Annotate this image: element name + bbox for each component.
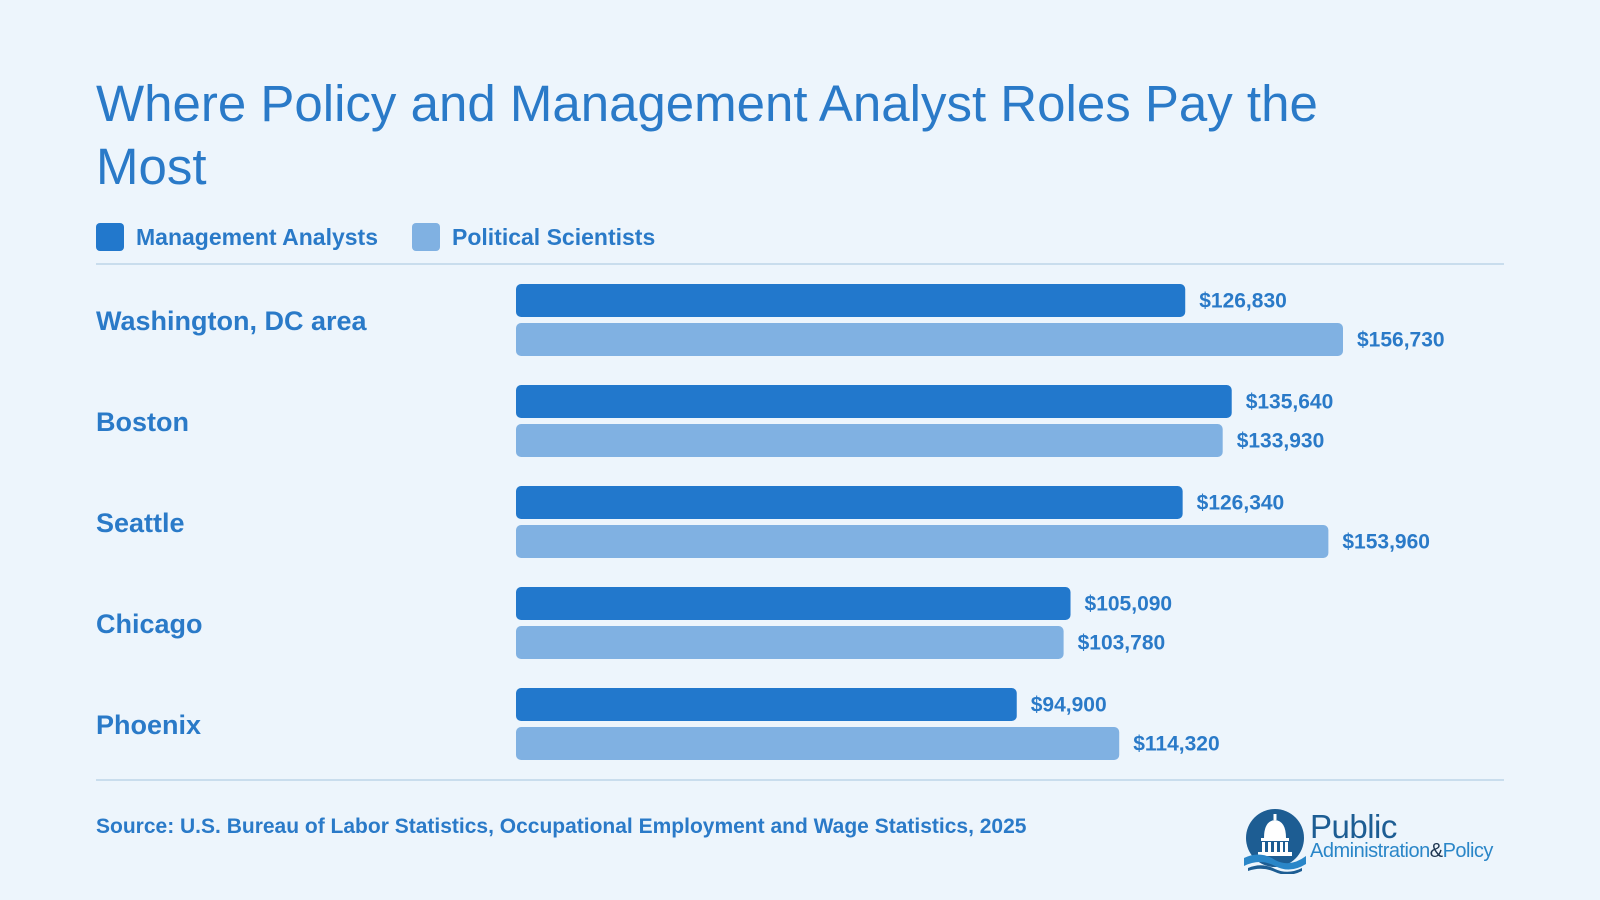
- value-label-political-scientists-chicago: $103,780: [1078, 632, 1166, 655]
- value-label-management-analysts-boston: $135,640: [1246, 391, 1334, 414]
- logo-text-policy: Policy: [1442, 840, 1494, 862]
- bar-management-analysts-chicago: [516, 587, 1071, 620]
- capitol-dome-icon: [1244, 809, 1306, 874]
- value-label-management-analysts-washington-dc-area: $126,830: [1199, 290, 1287, 313]
- legend-item-management-analysts: Management Analysts: [96, 223, 378, 251]
- category-label-phoenix: Phoenix: [96, 710, 201, 740]
- category-label-boston: Boston: [96, 407, 189, 437]
- bar-political-scientists-washington-dc-area: [516, 323, 1343, 356]
- bar-management-analysts-washington-dc-area: [516, 284, 1186, 317]
- bar-political-scientists-phoenix: [516, 727, 1120, 760]
- bar-political-scientists-seattle: [516, 525, 1329, 558]
- value-label-management-analysts-chicago: $105,090: [1085, 593, 1173, 616]
- publisher-logo: Public Administration&Policy: [1242, 808, 1512, 874]
- category-label-chicago: Chicago: [96, 609, 203, 639]
- value-label-management-analysts-seattle: $126,340: [1197, 492, 1285, 515]
- value-label-management-analysts-phoenix: $94,900: [1031, 694, 1107, 717]
- category-label-seattle: Seattle: [96, 508, 185, 538]
- bar-management-analysts-phoenix: [516, 688, 1017, 721]
- value-label-political-scientists-seattle: $153,960: [1342, 531, 1430, 554]
- value-label-political-scientists-washington-dc-area: $156,730: [1357, 329, 1445, 352]
- bar-political-scientists-boston: [516, 424, 1223, 457]
- bar-management-analysts-seattle: [516, 486, 1183, 519]
- legend: Management Analysts Political Scientists: [96, 222, 689, 252]
- logo-text-public: Public: [1310, 808, 1397, 845]
- top-divider: [96, 263, 1504, 265]
- logo-text-administration: Administration: [1310, 840, 1430, 862]
- legend-label: Political Scientists: [452, 223, 656, 250]
- bar-political-scientists-chicago: [516, 626, 1064, 659]
- legend-item-political-scientists: Political Scientists: [412, 223, 655, 251]
- chart-title: Where Policy and Management Analyst Role…: [96, 75, 1318, 195]
- value-label-political-scientists-boston: $133,930: [1237, 430, 1325, 453]
- value-label-political-scientists-phoenix: $114,320: [1133, 733, 1219, 756]
- legend-swatch-political-scientists: [412, 223, 440, 251]
- source-note: Source: U.S. Bureau of Labor Statistics,…: [96, 815, 1027, 838]
- legend-label: Management Analysts: [136, 223, 378, 250]
- legend-swatch-management-analysts: [96, 223, 124, 251]
- logo-text-subtitle: Administration&Policy: [1310, 840, 1493, 863]
- logo-text-ampersand: &: [1429, 840, 1443, 862]
- bottom-divider: [96, 779, 1504, 781]
- bar-management-analysts-boston: [516, 385, 1232, 418]
- category-label-washington-dc-area: Washington, DC area: [96, 306, 368, 336]
